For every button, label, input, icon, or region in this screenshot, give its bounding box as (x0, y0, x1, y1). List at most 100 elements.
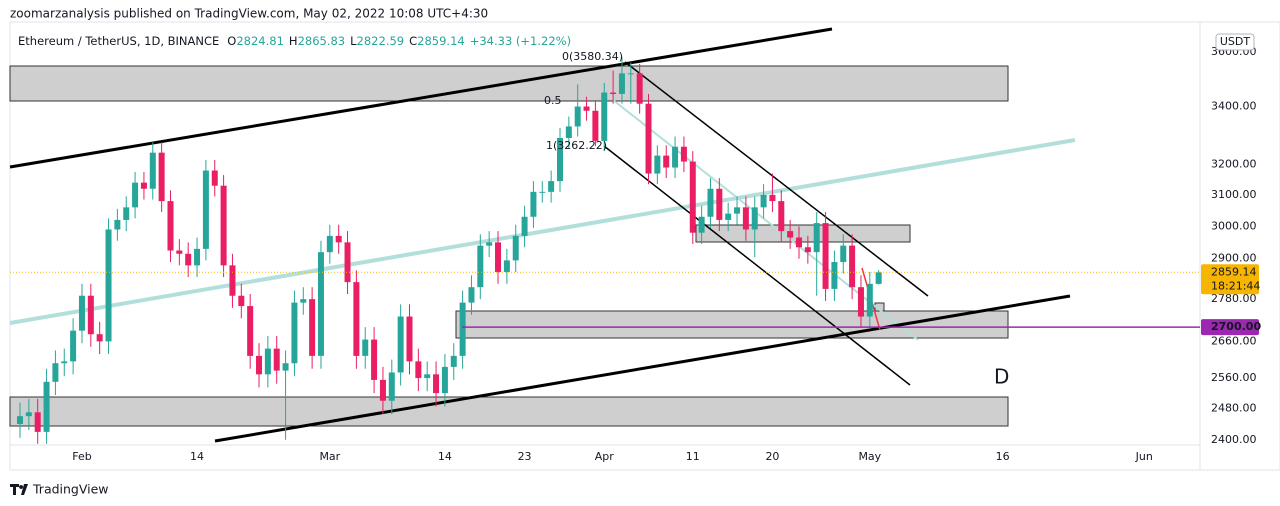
candle-body (211, 170, 218, 186)
legend-text: 2859.14 (417, 34, 465, 48)
y-tick-label: 3400.00 (1211, 100, 1257, 113)
x-tick-label: 16 (996, 450, 1010, 463)
candle-body (158, 152, 165, 202)
annotation: 0.5 (544, 94, 562, 107)
candle-body (795, 237, 802, 248)
y-tick-label: 2480.00 (1211, 401, 1257, 414)
y-tick-label: 2900.00 (1211, 252, 1257, 265)
candle-body (317, 252, 324, 356)
legend-text: +34.33 (+1.22%) (470, 34, 571, 48)
candle-body (326, 235, 333, 253)
candle-body (849, 245, 856, 288)
candle-body (857, 287, 864, 317)
candle-body (627, 73, 634, 75)
candle-body (530, 191, 537, 217)
footer-logo: TradingView (10, 482, 109, 497)
legend-text: L (350, 34, 357, 48)
candle-body (247, 306, 254, 356)
trend-line (214, 294, 1071, 443)
y-tick-label: 2560.00 (1211, 371, 1257, 384)
y-tick-label: 2400.00 (1211, 433, 1257, 446)
x-tick-label: 14 (438, 450, 452, 463)
frame (9, 21, 1280, 471)
candle-body (831, 262, 838, 289)
legend-text: Ethereum / TetherUS, 1D, BINANCE (18, 34, 219, 48)
candle-body (459, 302, 466, 356)
candle-body (344, 242, 351, 283)
y-tick-label: 3100.00 (1211, 188, 1257, 201)
x-tick-label: Feb (72, 450, 91, 463)
candle-body (698, 216, 705, 233)
candle-body (238, 295, 245, 307)
candle-body (123, 207, 130, 220)
footer: TradingView (32, 482, 109, 497)
y-tick-label: 3200.00 (1211, 158, 1257, 171)
candle-body (512, 235, 519, 261)
x-tick-label: Mar (319, 450, 340, 463)
candle-body (503, 260, 510, 273)
x-tick-label: 20 (765, 450, 779, 463)
candle-body (424, 374, 431, 379)
candle-body (78, 295, 85, 331)
level-badge (1201, 319, 1259, 336)
candle-body (362, 339, 369, 356)
channel-line (624, 61, 929, 297)
zone (9, 65, 1009, 102)
candle-body (140, 182, 147, 189)
candle-body (618, 73, 625, 94)
currency-badge (1215, 33, 1255, 51)
candle-body (636, 73, 643, 104)
zone (9, 396, 1009, 427)
candle-body (406, 316, 413, 362)
candle-body (335, 235, 342, 243)
candle-body (34, 412, 41, 432)
candle-body (256, 355, 263, 375)
candle-body (309, 299, 316, 356)
candle-body (96, 334, 103, 342)
candle-body (388, 372, 395, 401)
x-tick-label: Jun (1135, 450, 1153, 463)
candle-body (813, 223, 820, 253)
candle-body (300, 299, 307, 303)
candle-body (565, 126, 572, 138)
y-tick-label: 2780.00 (1211, 292, 1257, 305)
candle-body (610, 92, 617, 94)
candle-body (486, 242, 493, 246)
candle-body (556, 137, 563, 182)
candle-body (441, 366, 448, 394)
header: zoomarzanalysis published on TradingView… (10, 7, 488, 21)
logo (10, 484, 28, 495)
candle-body (379, 379, 386, 401)
legend-text: O (227, 34, 236, 48)
zones (9, 65, 1009, 427)
candle-body (202, 170, 209, 249)
annotation: 0(3580.34) (562, 50, 623, 63)
candle-body (87, 295, 94, 335)
legend: Ethereum / TetherUS, 1D, BINANCE O2824.81… (18, 34, 571, 48)
candle-body (477, 245, 484, 288)
candle-body (760, 194, 767, 208)
candle-body (663, 155, 670, 168)
legend-text: 2865.83 (298, 34, 346, 48)
candle-body (220, 185, 227, 266)
candle-body (645, 103, 652, 174)
candle-body (176, 250, 183, 254)
channel-line (603, 145, 911, 386)
candle-body (707, 188, 714, 217)
candle-body (450, 355, 457, 367)
x-tick-label: 14 (190, 450, 204, 463)
countdown: 18:21:44 (1211, 279, 1260, 292)
candle-body (574, 106, 581, 127)
candle-body (804, 247, 811, 253)
last-price-badge (1201, 264, 1259, 295)
candle-body (778, 201, 785, 232)
candle-body (539, 191, 546, 193)
level-label: 2700.00 (1211, 320, 1261, 333)
candle-body (61, 361, 68, 364)
candle-body (229, 265, 236, 296)
candle-body (548, 181, 555, 192)
candle-body (654, 155, 661, 174)
candle-body (875, 272, 882, 284)
candle-body (866, 283, 873, 317)
candle-body (787, 231, 794, 238)
